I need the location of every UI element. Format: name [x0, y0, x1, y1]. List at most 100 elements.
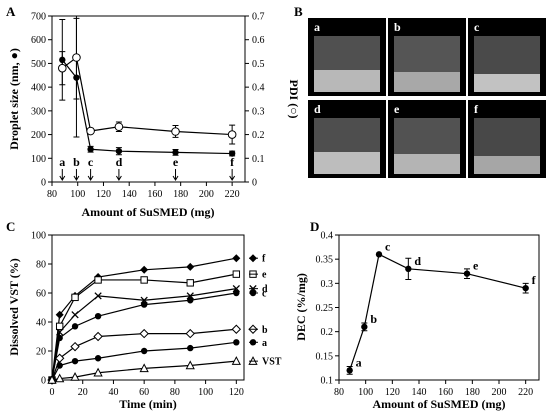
panel-c-xtick-label: 20 [78, 387, 88, 398]
panel-a-y-tick-label: 100 [31, 154, 46, 165]
panel-d-xtick-label: 200 [492, 387, 507, 398]
panel-c-xtick-label: 100 [198, 387, 213, 398]
panel-c-series-VST-point [139, 363, 149, 373]
panel-d-annotation-b: b [370, 312, 377, 326]
panel-c-series-b-point [54, 353, 65, 363]
panel-c-series-c-point [187, 297, 194, 304]
panel-c-series-VST-point [70, 372, 80, 381]
panel-c-legend-c-label: c [262, 289, 267, 300]
vial-a-label: a [314, 20, 320, 34]
panel-a-label: A [6, 4, 16, 19]
panel-a-y2-tick-label: 0.4 [252, 83, 265, 94]
panel-a-y-tick-label: 700 [31, 12, 46, 23]
panel-c-series-f-point [55, 310, 64, 319]
panel-c-series-e-point [94, 276, 102, 284]
panel-c-series-c-point [140, 301, 148, 308]
panel-c-xlabel: Time (min) [119, 397, 176, 411]
panel-d-point [522, 284, 529, 292]
panel-a-y2-tick-label: 0.3 [252, 106, 265, 117]
panel-d-annotation-d: d [414, 254, 421, 268]
panel-d-xtick-label: 160 [438, 387, 453, 398]
panel-d-y-tick-label: 0.15 [316, 351, 334, 362]
panel-a-y2-tick-label: 0.2 [252, 130, 265, 141]
panel-c-series-a-point [56, 362, 63, 369]
panel-c-series-e-point [186, 279, 194, 287]
panel-c-series-e-point [55, 322, 64, 331]
panel-a-plot-frame [51, 15, 246, 183]
panel-c-series-d-point [94, 292, 102, 300]
panel-c-series-a-point [187, 344, 194, 352]
panel-c-series-c-point [233, 289, 240, 297]
panel-a-series-0-point [228, 150, 236, 157]
panel-a-series-1-point [72, 53, 81, 62]
panel-d-y-tick-label: 0.4 [321, 231, 334, 242]
panel-c-legend-f-label: f [262, 254, 266, 265]
panel-d-annotation-a: a [356, 355, 362, 369]
panel-a-annotation-f: f [230, 155, 235, 169]
panel-c-series-f-point [232, 254, 241, 263]
panel-d-x-axis: 80 100 120 140 160 180 200 220 [334, 380, 533, 398]
panel-c-series-e-point [71, 293, 79, 302]
panel-a-y-tick-label: 400 [31, 83, 46, 94]
panel-a-series-1-point [86, 126, 95, 136]
panel-d-series-line [349, 253, 526, 371]
panel-a-y-tick-label: 200 [31, 130, 46, 141]
panel-a-xtick-label: 180 [173, 189, 188, 200]
panel-d-xtick-label: 100 [358, 387, 373, 398]
panel-c-xtick-label: 40 [108, 387, 118, 398]
vial-photo-b: b [388, 18, 466, 96]
vial-e-liquid [394, 154, 460, 174]
panel-c-legend-b-label: b [262, 325, 268, 336]
panel-d-annotation-c: c [385, 239, 391, 253]
vial-f-liquid [474, 156, 540, 174]
panel-a-arrow-f [229, 169, 236, 181]
panel-a-arrow-a [59, 169, 66, 181]
panel-d-point [375, 251, 383, 258]
panel-a-y2-tick-label: 0.5 [252, 59, 265, 70]
panel-a-series-1-point [171, 127, 180, 136]
panel-a-annotation-b: b [73, 155, 80, 169]
panel-d-y-tick-label: 0.3 [321, 279, 334, 290]
panel-c-series-VST-point [185, 360, 195, 370]
panel-a-y-tick-label: 0 [41, 178, 46, 189]
panel-c-series-VST-point [55, 373, 65, 383]
panel-d-xtick-label: 80 [334, 387, 344, 398]
panel-c-legend-e-label: e [262, 270, 267, 281]
panel-c-series-b-point [139, 328, 149, 339]
panel-d-chart: D 80 100 120 140 160 180 200 220 0.1 0.15 0.2 0.25… [294, 219, 540, 411]
panel-a-y-axis: 0 100 200 300 400 500 600 700 [31, 12, 52, 189]
vial-f-label: f [474, 102, 479, 116]
panel-c-series-d-point [71, 311, 79, 319]
panel-b-photos: B a b c d e [294, 4, 546, 178]
panel-a-arrow-d [115, 169, 122, 181]
panel-a-ylabel: Droplet size (nm, ●) [7, 48, 21, 150]
panel-a-annotation-e: e [173, 155, 179, 169]
panel-a-xtick-label: 140 [122, 189, 137, 200]
panel-d-y-tick-label: 0.2 [321, 327, 334, 338]
panel-d-xtick-label: 220 [518, 387, 533, 398]
panel-a-arrow-b [73, 169, 80, 181]
panel-c-series-e-point [140, 276, 148, 284]
panel-c-legend-a-label: a [262, 338, 267, 349]
panel-c-xtick-label: 120 [229, 387, 244, 398]
panel-a-series-1-point [114, 122, 124, 132]
panel-a-xtick-label: 220 [225, 189, 240, 200]
panel-d-point [463, 270, 471, 277]
panel-c-y-tick-label: 60 [36, 289, 46, 300]
panel-d-xtick-label: 180 [465, 387, 480, 398]
panel-c-series-f-point [140, 265, 149, 274]
panel-c-series-VST-point [231, 356, 241, 365]
panel-c-series-b-point [185, 328, 195, 339]
panel-a-y2-tick-label: 0.6 [252, 35, 265, 46]
panel-a-xtick-label: 100 [70, 189, 85, 200]
panel-a-y-tick-label: 500 [31, 59, 46, 70]
panel-a-y2-tick-label: 0.7 [252, 12, 265, 23]
panel-c-series-c-point [56, 334, 63, 342]
panel-c-series-a-point [94, 355, 102, 362]
panel-c-y-tick-label: 40 [36, 318, 46, 329]
vial-b-liquid [394, 72, 460, 92]
